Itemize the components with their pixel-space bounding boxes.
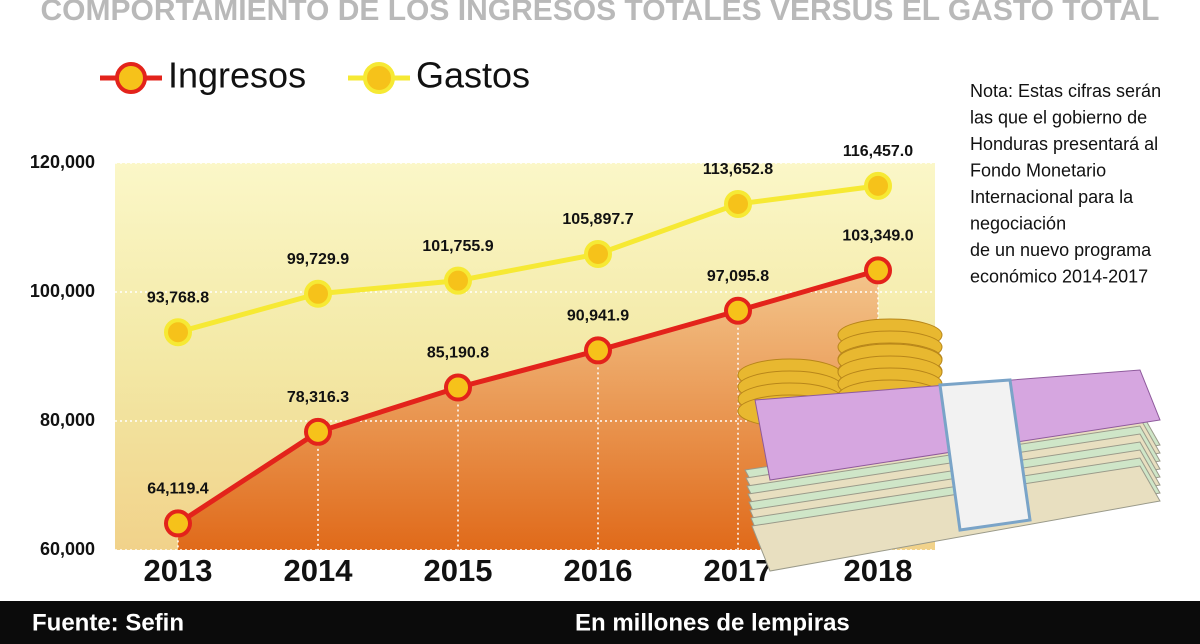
marker bbox=[164, 318, 192, 347]
footer-bar bbox=[0, 601, 1200, 644]
value-label: 93,768.8 bbox=[147, 289, 209, 306]
note-line: Honduras presentará al bbox=[970, 134, 1158, 154]
value-label: 101,755.9 bbox=[422, 238, 493, 255]
value-label: 64,119.4 bbox=[147, 481, 209, 498]
chart-title: COMPORTAMIENTO DE LOS INGRESOS TOTALES V… bbox=[41, 0, 1160, 27]
value-label: 103,349.0 bbox=[842, 228, 913, 245]
value-label: 90,941.9 bbox=[567, 308, 629, 325]
legend-label: Gastos bbox=[416, 55, 530, 96]
note-line: las que el gobierno de bbox=[970, 107, 1147, 127]
x-tick-label: 2018 bbox=[844, 553, 913, 588]
value-label: 78,316.3 bbox=[287, 389, 349, 406]
marker bbox=[864, 171, 892, 200]
marker bbox=[304, 417, 332, 446]
marker bbox=[164, 509, 192, 538]
x-tick-label: 2015 bbox=[424, 553, 493, 588]
legend-marker bbox=[363, 62, 395, 94]
value-label: 99,729.9 bbox=[287, 251, 349, 268]
marker bbox=[444, 266, 472, 295]
x-tick-label: 2014 bbox=[284, 553, 354, 588]
band bbox=[938, 378, 1032, 532]
marker bbox=[444, 373, 472, 402]
x-tick-label: 2016 bbox=[564, 553, 633, 588]
legend-label: Ingresos bbox=[168, 55, 306, 96]
marker bbox=[304, 279, 332, 308]
note-line: Internacional para la bbox=[970, 187, 1134, 207]
marker bbox=[724, 296, 752, 325]
value-label: 97,095.8 bbox=[707, 268, 769, 285]
y-tick-label: 60,000 bbox=[40, 539, 95, 559]
note-line: económico 2014-2017 bbox=[970, 266, 1148, 286]
note-line: Nota: Estas cifras serán bbox=[970, 81, 1161, 101]
value-label: 105,897.7 bbox=[562, 211, 633, 228]
value-label: 116,457.0 bbox=[843, 143, 913, 160]
value-label: 113,652.8 bbox=[703, 161, 773, 178]
marker bbox=[724, 189, 752, 218]
note-line: Fondo Monetario bbox=[970, 160, 1106, 180]
note: Nota: Estas cifras serán las que el gobie… bbox=[970, 81, 1161, 287]
y-tick-label: 100,000 bbox=[30, 281, 95, 301]
marker bbox=[864, 256, 892, 285]
source: Fuente: Sefin bbox=[32, 609, 184, 636]
x-tick-label: 2017 bbox=[704, 553, 773, 588]
y-tick-label: 120,000 bbox=[30, 152, 95, 172]
marker bbox=[584, 239, 612, 268]
marker bbox=[584, 336, 612, 365]
units: En millones de lempiras bbox=[575, 609, 850, 636]
area-fill bbox=[178, 270, 878, 550]
x-tick-label: 2013 bbox=[144, 553, 213, 588]
note-line: de un nuevo programa bbox=[970, 240, 1152, 260]
line bbox=[177, 183, 879, 335]
legend-marker bbox=[115, 62, 147, 94]
line bbox=[176, 267, 879, 526]
y-tick-label: 80,000 bbox=[40, 410, 95, 430]
note-line: negociación bbox=[970, 213, 1066, 233]
money-illustration bbox=[737, 318, 1161, 572]
value-label: 85,190.8 bbox=[427, 345, 489, 362]
